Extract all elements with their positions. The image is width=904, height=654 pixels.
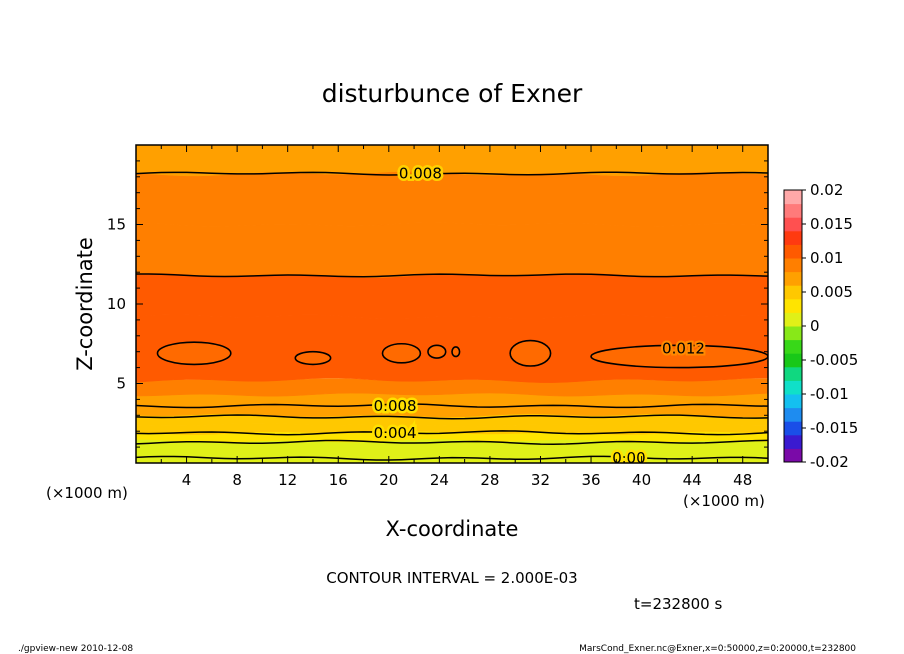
- colorbar-segment: [784, 380, 802, 395]
- footer-source: MarsCond_Exner.nc@Exner,x=0:50000,z=0:20…: [579, 644, 856, 654]
- contour-cell-0012: [294, 350, 332, 366]
- chart-title: disturbunce of Exner: [322, 79, 583, 108]
- colorbar-segment: [784, 339, 802, 354]
- colorbar-label: 0: [810, 317, 820, 335]
- contour-band: [136, 171, 768, 227]
- x-tick-label: 24: [430, 471, 449, 489]
- colorbar-segment: [784, 448, 802, 463]
- colorbar-segment: [784, 421, 802, 436]
- contour-line: [136, 403, 768, 409]
- contour-cell-0012: [427, 344, 447, 359]
- contour-label: 0.004: [374, 424, 417, 442]
- contour-cell-0012: [509, 339, 552, 367]
- colorbar-segment: [784, 312, 802, 327]
- colorbar-segment: [784, 285, 802, 300]
- contour-label: 0.012: [662, 340, 705, 358]
- x-tick-label: 20: [379, 471, 398, 489]
- colorbar-label: -0.02: [810, 453, 849, 471]
- contour-label: 0.008: [399, 165, 442, 183]
- colorbar-segment: [784, 353, 802, 368]
- colorbar-label: 0.01: [810, 249, 843, 267]
- colorbar-segment: [784, 394, 802, 409]
- colorbar-segment: [784, 271, 802, 286]
- contour-line: [136, 455, 768, 461]
- contour-cell-0012: [381, 342, 422, 364]
- x-tick-label: 28: [480, 471, 499, 489]
- x-tick-label: 48: [733, 471, 752, 489]
- y-axis-title: Z-coordinate: [73, 237, 97, 371]
- x-tick-label: 32: [531, 471, 550, 489]
- contour-band: [136, 222, 768, 278]
- colorbar-label: -0.015: [810, 419, 858, 437]
- colorbar: 0.02 0.015 0.01 0.005 0 -0.005 -0.01 -0.015 -0.0…: [783, 181, 858, 471]
- y-tick-label: 10: [107, 295, 126, 313]
- x-tick-label: 8: [232, 471, 242, 489]
- contour-line: [136, 414, 768, 420]
- colorbar-label: 0.005: [810, 283, 853, 301]
- colorbar-label: -0.005: [810, 351, 858, 369]
- colorbar-label: -0.01: [810, 385, 849, 403]
- colorbar-segment: [784, 366, 802, 381]
- colorbar-segment: [784, 298, 802, 313]
- x-tick-label: 12: [278, 471, 297, 489]
- colorbar-segment: [784, 258, 802, 273]
- colorbar-segment: [784, 217, 802, 232]
- contour-cell-0012: [590, 344, 768, 369]
- colorbar-segment: [784, 230, 802, 245]
- colorbar-segment: [784, 326, 802, 341]
- colorbar-segment: [784, 190, 802, 205]
- contour-line: [136, 273, 768, 278]
- colorbar-segment: [784, 407, 802, 422]
- contour-cell-0012: [451, 346, 461, 358]
- contour-cell-0012: [156, 341, 232, 366]
- footer-program-date: ./gpview-new 2010-12-08: [18, 644, 133, 654]
- contour-interval-label: CONTOUR INTERVAL = 2.000E-03: [326, 569, 577, 587]
- contour-line: [136, 439, 768, 445]
- x-tick-label: 40: [632, 471, 651, 489]
- x-axis-title: X-coordinate: [386, 517, 519, 541]
- contour-band: [136, 378, 768, 397]
- contour-band: [136, 272, 768, 320]
- colorbar-label: 0.02: [810, 181, 843, 199]
- contour-line: [136, 171, 768, 176]
- x-tick-label: 16: [329, 471, 348, 489]
- colorbar-segment: [784, 434, 802, 449]
- x-unit-label: (×1000 m): [46, 484, 128, 502]
- x-tick-label: 36: [581, 471, 600, 489]
- y-unit-label: (×1000 m): [683, 492, 765, 510]
- colorbar-segment: [784, 244, 802, 259]
- contour-label: 0.00: [612, 449, 645, 467]
- plot-area: 0.012 0.008 0.008 0.004 0.00: [136, 145, 768, 467]
- time-label: t=232800 s: [634, 595, 722, 613]
- contour-label: 0.008: [374, 397, 417, 415]
- contour-line: [136, 430, 768, 436]
- x-tick-label: 4: [182, 471, 192, 489]
- colorbar-label: 0.015: [810, 215, 853, 233]
- contour-band: [136, 145, 768, 177]
- y-tick-label: 15: [107, 216, 126, 234]
- y-tick-label: 5: [116, 375, 126, 393]
- colorbar-segment: [784, 203, 802, 218]
- x-tick-label: 44: [683, 471, 702, 489]
